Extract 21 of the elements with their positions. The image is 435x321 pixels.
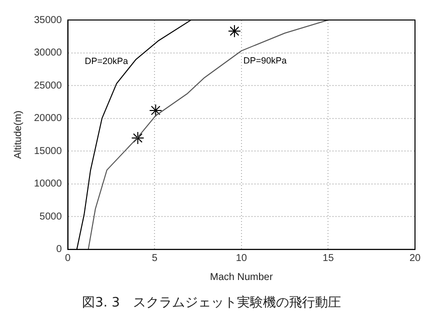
x-tick-label: 20 [409,253,421,264]
y-tick-label: 10000 [34,178,62,190]
annotation: DP=90kPa [243,55,287,66]
y-axis-title: Altitude(m) [12,110,24,159]
y-tick-label: 0 [56,244,62,256]
x-tick-label: 0 [65,253,72,264]
x-tick-label: 5 [152,253,158,264]
annotation: DP=20kPa [84,56,128,66]
y-tick-label: 35000 [34,14,62,26]
point [131,131,144,144]
point [149,104,162,117]
point [228,24,241,38]
y-tick-label: 25000 [34,80,62,92]
x-axis-title: Mach Number [210,272,274,284]
text: 図3. 3 スクラムジェット実験機の飛行動圧 [82,294,341,311]
y-tick-label: 20000 [34,113,62,124]
x-tick-label: 15 [322,253,334,264]
y-tick-label: 30000 [34,48,62,59]
x-tick-label: 10 [236,253,248,264]
y-tick-label: 15000 [34,146,62,157]
y-tick-label: 5000 [40,211,62,222]
